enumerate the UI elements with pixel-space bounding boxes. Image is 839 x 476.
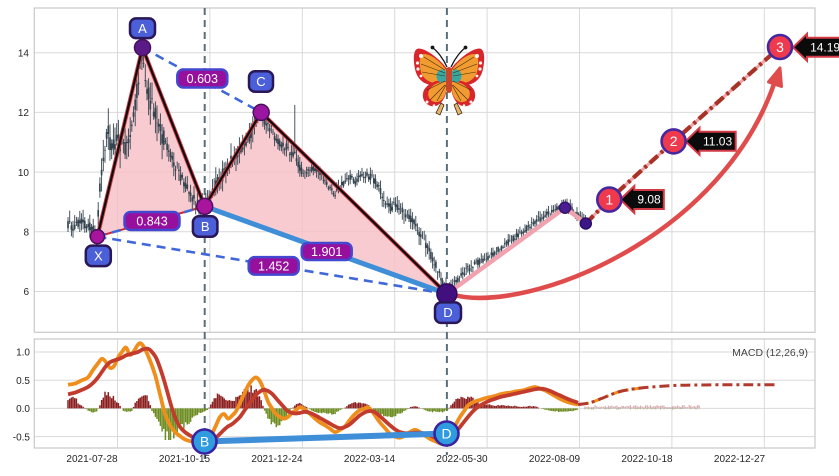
svg-text:2022-10-18: 2022-10-18 [621, 454, 673, 465]
svg-text:12: 12 [18, 108, 30, 119]
svg-text:3: 3 [776, 39, 784, 55]
svg-text:2022-03-14: 2022-03-14 [344, 454, 396, 465]
svg-text:1.901: 1.901 [311, 245, 342, 259]
svg-text:10: 10 [18, 168, 30, 179]
svg-text:0.0: 0.0 [16, 404, 30, 415]
svg-text:2021-07-28: 2021-07-28 [66, 454, 118, 465]
svg-text:MACD (12,26,9): MACD (12,26,9) [732, 347, 808, 359]
svg-text:D: D [443, 305, 452, 320]
svg-text:A: A [138, 21, 147, 36]
svg-text:2021-12-24: 2021-12-24 [251, 454, 303, 465]
svg-text:2022-05-30: 2022-05-30 [436, 454, 488, 465]
svg-text:2021-10-15: 2021-10-15 [159, 454, 211, 465]
svg-text:X: X [94, 248, 103, 263]
svg-text:6: 6 [23, 287, 29, 298]
svg-text:0.5: 0.5 [16, 376, 30, 387]
svg-text:2: 2 [670, 133, 678, 149]
svg-text:B: B [201, 219, 210, 234]
svg-text:0.843: 0.843 [136, 214, 167, 228]
svg-text:11.03: 11.03 [703, 135, 732, 149]
svg-text:2022-12-27: 2022-12-27 [714, 454, 766, 465]
svg-text:14: 14 [18, 48, 30, 59]
svg-text:9.08: 9.08 [637, 193, 661, 207]
svg-text:14.19: 14.19 [810, 41, 839, 55]
svg-text:1.452: 1.452 [258, 259, 289, 273]
svg-text:-0.5: -0.5 [13, 432, 31, 443]
svg-text:1.0: 1.0 [16, 348, 30, 359]
svg-text:8: 8 [23, 228, 29, 239]
svg-text:B: B [200, 433, 209, 449]
svg-text:D: D [441, 425, 451, 441]
svg-text:2022-08-09: 2022-08-09 [529, 454, 581, 465]
svg-text:C: C [256, 74, 265, 89]
svg-text:0.603: 0.603 [187, 72, 218, 86]
svg-text:1: 1 [605, 191, 613, 207]
